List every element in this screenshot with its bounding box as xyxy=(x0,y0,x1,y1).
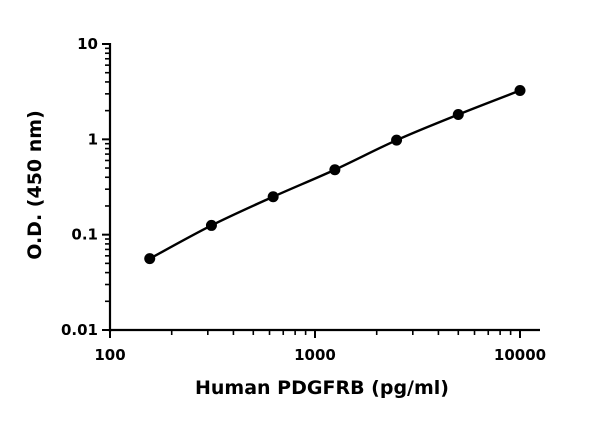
data-point xyxy=(205,219,217,231)
y-tick-label: 10 xyxy=(77,35,98,53)
data-point xyxy=(391,134,403,146)
x-axis-ticks: 100 1000 10000 xyxy=(94,330,546,364)
y-axis-title: O.D. (450 nm) xyxy=(24,110,46,260)
x-tick-label: 100 xyxy=(94,346,125,364)
y-tick-label: 0.1 xyxy=(71,226,98,244)
data-point xyxy=(514,85,526,97)
axes xyxy=(108,43,540,332)
data-points xyxy=(144,85,526,265)
data-point xyxy=(267,191,279,203)
x-tick-label: 10000 xyxy=(494,346,546,364)
data-point xyxy=(452,109,464,121)
x-tick-label: 1000 xyxy=(294,346,336,364)
y-tick-label: 1 xyxy=(88,130,98,148)
y-axis-ticks: 0.01 0.1 1 10 xyxy=(61,35,110,339)
y-tick-label: 0.01 xyxy=(61,321,98,339)
data-point xyxy=(329,164,341,176)
x-axis-title: Human PDGFRB (pg/ml) xyxy=(195,377,449,399)
data-point xyxy=(144,253,156,265)
